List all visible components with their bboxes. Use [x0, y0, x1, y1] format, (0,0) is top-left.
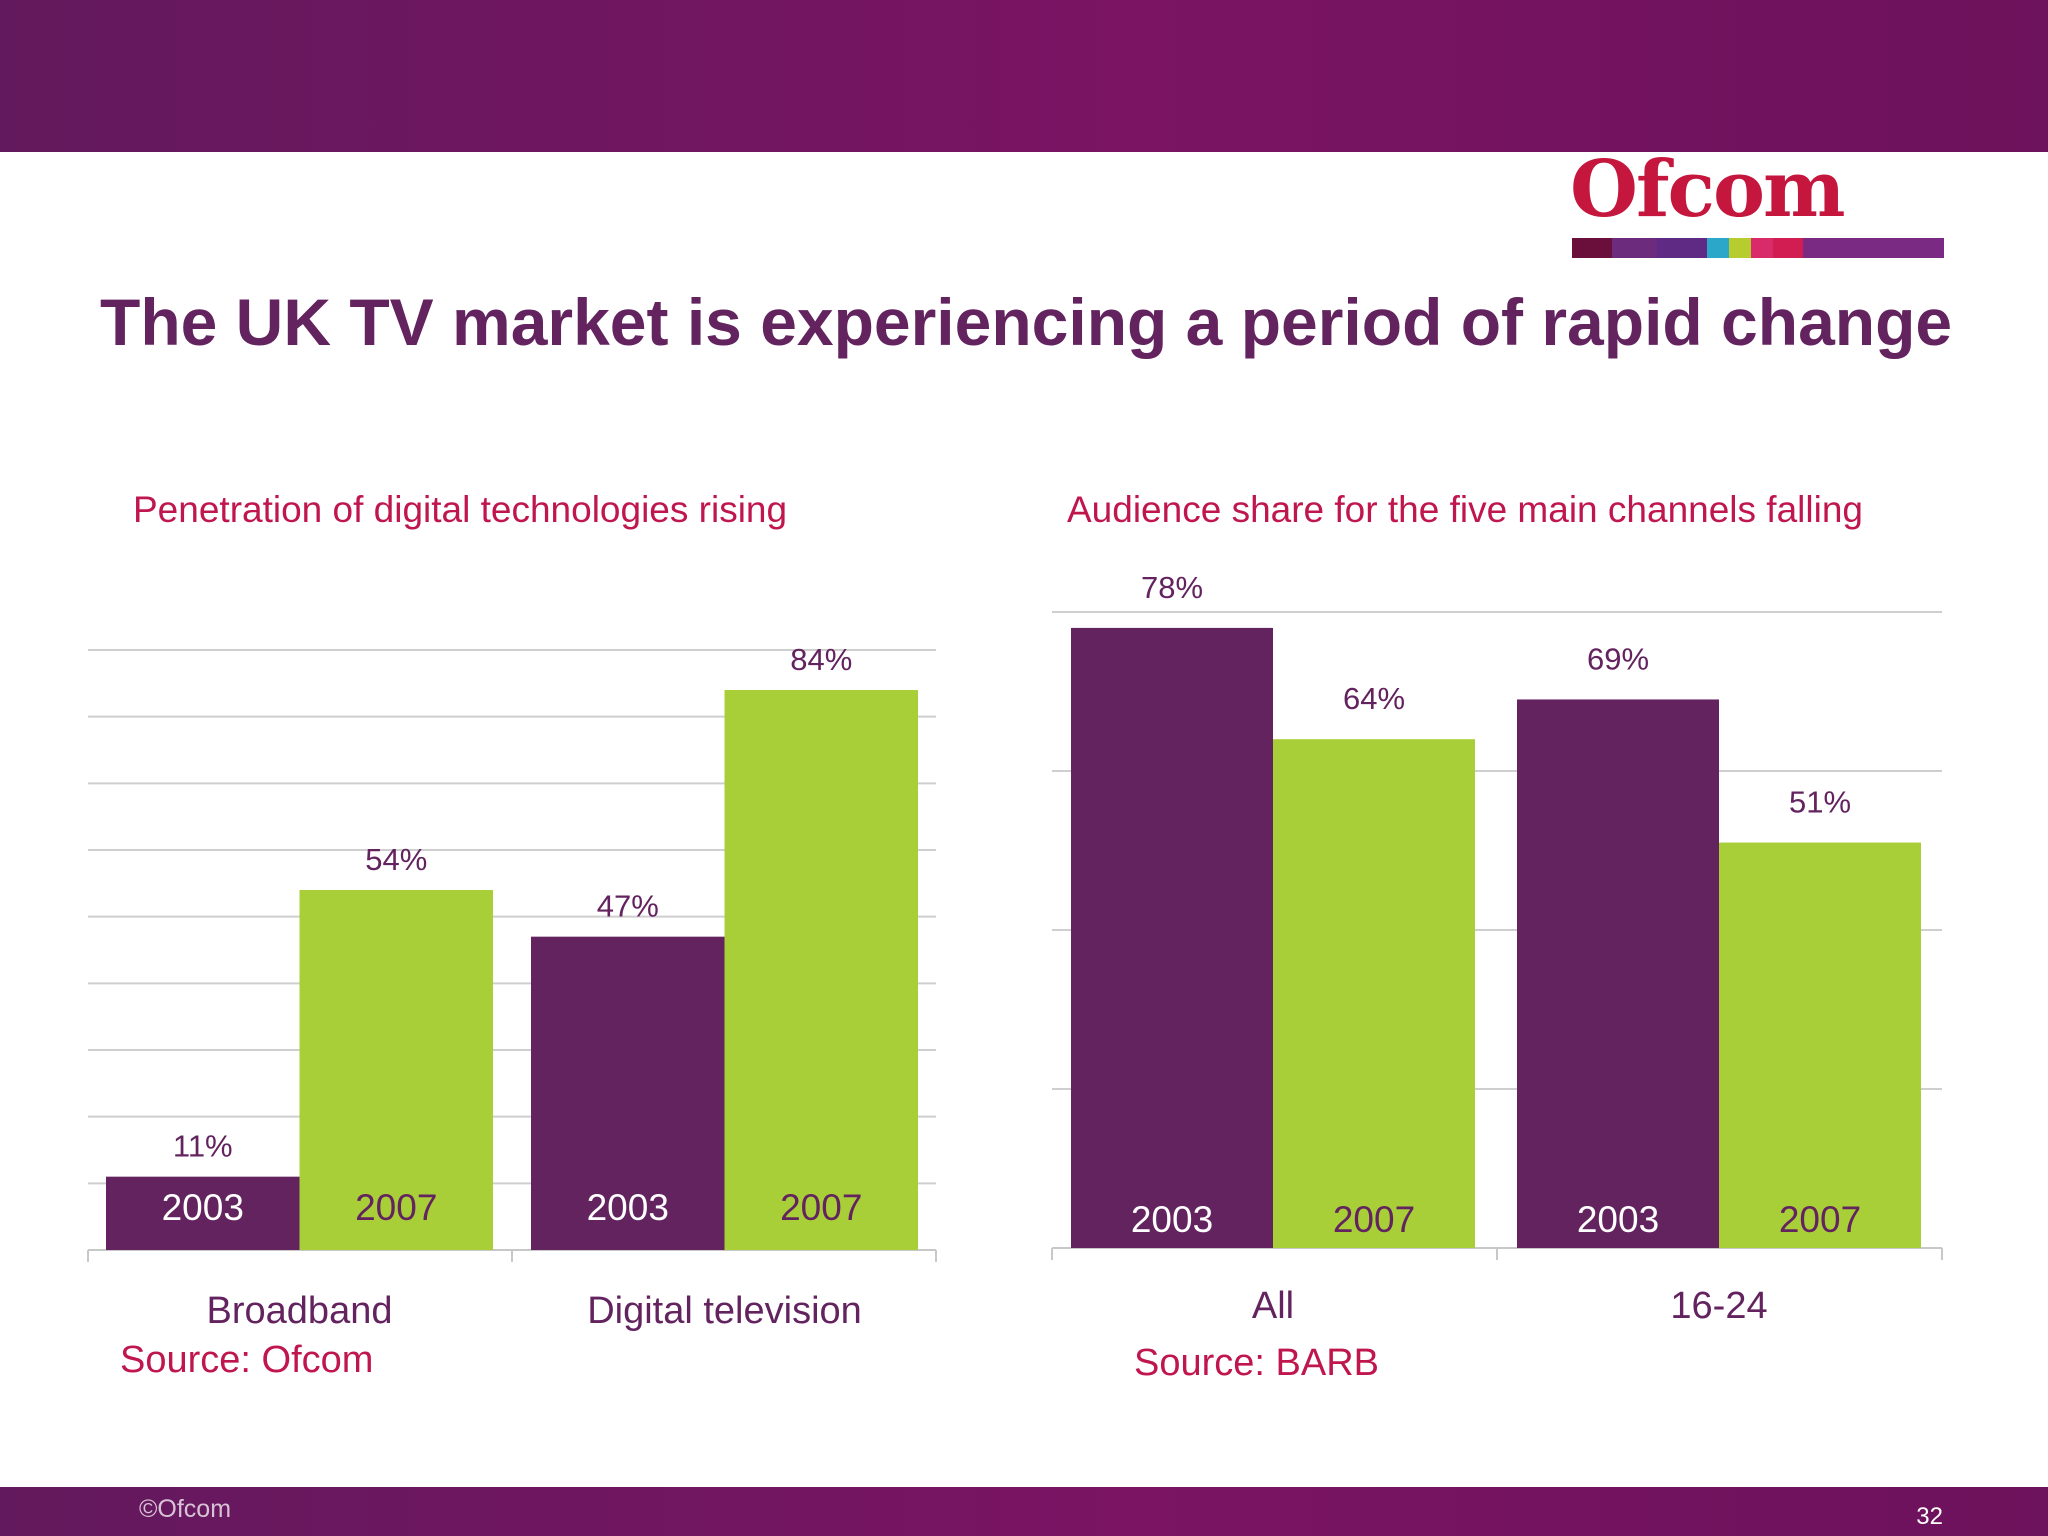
- logo-bar-segment: [1572, 238, 1612, 258]
- bar: [106, 1176, 300, 1250]
- chart-1-source: Source: Ofcom: [120, 1339, 374, 1381]
- chart-2-source: Source: BARB: [1134, 1342, 1379, 1384]
- logo-color-bar: [1572, 238, 1944, 258]
- chart-2-title: Audience share for the five main channel…: [1067, 489, 1863, 530]
- data-label: 69%: [1587, 641, 1649, 676]
- series-label: 2003: [1577, 1199, 1659, 1240]
- bar: [1517, 699, 1719, 1248]
- logo-bar-segment: [1707, 238, 1729, 258]
- charts-canvas: 11% 2003 54% 2007 Broadband 47% 2003 84% 2007 Dig…: [87, 570, 1943, 1332]
- data-label: 51%: [1789, 785, 1851, 820]
- data-label: 78%: [1141, 570, 1203, 605]
- series-label: 2007: [1779, 1199, 1861, 1240]
- bar: [299, 890, 493, 1250]
- footer-copyright: ©Ofcom: [139, 1495, 232, 1523]
- series-label: 2007: [1333, 1199, 1415, 1240]
- category-label: Digital television: [587, 1290, 862, 1332]
- data-label: 47%: [597, 889, 659, 924]
- series-label: 2003: [587, 1187, 669, 1228]
- bar: [1071, 627, 1273, 1248]
- data-label: 11%: [173, 1129, 233, 1164]
- bar: [1273, 739, 1475, 1248]
- series-label: 2003: [1131, 1199, 1213, 1240]
- data-label: 84%: [790, 642, 852, 677]
- logo-bar-segment: [1873, 238, 1944, 258]
- category-label: 16-24: [1670, 1285, 1767, 1327]
- bar: [531, 936, 725, 1250]
- series-label: 2007: [780, 1187, 862, 1228]
- logo-wordmark: Ofcom: [1570, 144, 1846, 235]
- logo-bar-segment: [1803, 238, 1873, 258]
- series-label: 2007: [355, 1187, 437, 1228]
- category-label: All: [1252, 1285, 1294, 1327]
- logo-bar-segment: [1729, 238, 1751, 258]
- header-band: [0, 0, 2048, 152]
- page-number: 32: [1916, 1503, 1943, 1530]
- data-label: 54%: [365, 842, 427, 877]
- bar: [1719, 842, 1921, 1248]
- ofcom-logo: Ofcom: [1570, 151, 1945, 265]
- category-label: Broadband: [207, 1290, 393, 1332]
- series-label: 2003: [162, 1187, 244, 1228]
- bar: [724, 690, 918, 1250]
- footer-band: [0, 1487, 2048, 1536]
- data-label: 64%: [1343, 681, 1405, 716]
- logo-bar-segment: [1612, 238, 1657, 258]
- logo-bar-segment: [1751, 238, 1773, 258]
- logo-bar-segment: [1773, 238, 1803, 258]
- slide-title: The UK TV market is experiencing a perio…: [100, 285, 1953, 359]
- chart-1-title: Penetration of digital technologies risi…: [133, 489, 788, 530]
- logo-bar-segment: [1657, 238, 1707, 258]
